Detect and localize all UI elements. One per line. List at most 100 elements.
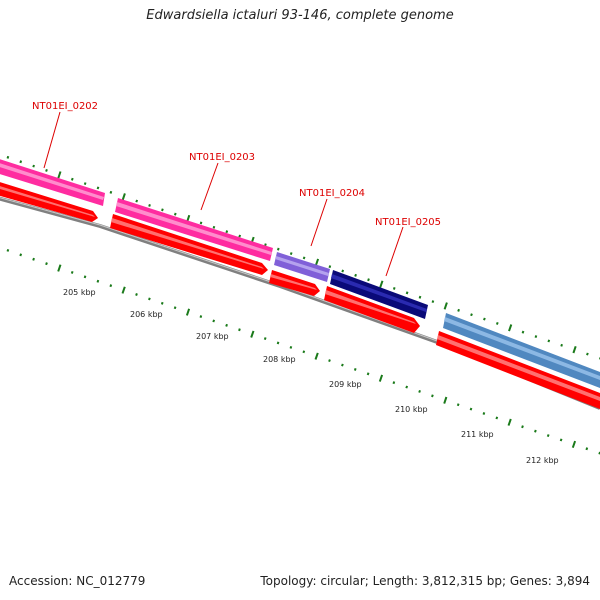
inner-minor-tick xyxy=(135,293,138,296)
cds-arrow-4[interactable] xyxy=(324,286,420,333)
outer-minor-tick xyxy=(547,339,551,343)
inner-minor-tick xyxy=(109,284,113,288)
inner-minor-tick xyxy=(173,306,177,310)
inner-minor-tick xyxy=(353,368,357,371)
gene-nt01ei-0202-shade xyxy=(0,163,104,200)
inner-major-tick xyxy=(507,418,512,426)
leader-line-0205 xyxy=(385,226,404,277)
gene-nt01ei-0204-shade xyxy=(275,256,329,276)
outer-minor-tick xyxy=(173,212,177,216)
outer-minor-tick xyxy=(32,164,35,168)
inner-major-tick xyxy=(57,264,62,272)
kbp-label-206: 206 kbp xyxy=(130,310,163,319)
gene-label-0202: NT01EI_0202 xyxy=(32,101,98,112)
inner-minor-tick xyxy=(6,248,10,252)
leader-line-0202 xyxy=(43,111,61,169)
outer-major-tick xyxy=(379,280,384,288)
inner-minor-tick xyxy=(456,403,460,407)
outer-minor-tick xyxy=(45,168,48,172)
inner-minor-tick xyxy=(238,328,241,332)
inner-minor-tick xyxy=(83,275,87,279)
inner-minor-tick xyxy=(534,429,537,433)
outer-minor-tick xyxy=(225,230,229,234)
inner-minor-tick xyxy=(585,447,589,451)
gene-next-shade xyxy=(444,317,600,380)
genome-backbone-highlight xyxy=(0,197,600,408)
outer-minor-tick xyxy=(96,186,100,190)
outer-minor-tick xyxy=(6,155,10,159)
cds-arrow-5-shade xyxy=(437,335,600,401)
outer-minor-tick xyxy=(534,335,538,339)
outer-minor-tick xyxy=(161,208,164,212)
inner-tick-track xyxy=(6,248,600,455)
inner-minor-tick xyxy=(212,319,216,323)
outer-minor-tick xyxy=(328,265,332,269)
inner-major-tick xyxy=(121,286,126,294)
page-title: Edwardsiella ictaluri 93-146, complete g… xyxy=(146,8,454,23)
kbp-label-208: 208 kbp xyxy=(263,355,296,364)
gene-label-0204: NT01EI_0204 xyxy=(299,188,365,199)
inner-minor-tick xyxy=(263,337,267,341)
kbp-label-210: 210 kbp xyxy=(395,405,428,414)
inner-minor-tick xyxy=(495,416,499,420)
inner-minor-tick xyxy=(302,350,306,354)
kbp-label-205: 205 kbp xyxy=(63,288,96,297)
outer-minor-tick xyxy=(70,177,74,181)
leader-line-0203 xyxy=(200,162,219,211)
cds-arrow-1-shade xyxy=(0,186,95,217)
inner-minor-tick xyxy=(70,270,74,274)
inner-minor-tick xyxy=(392,381,396,385)
inner-minor-tick xyxy=(469,407,473,411)
gene-nt01ei-0203-shade xyxy=(116,202,272,255)
genome-summary-text: Topology: circular; Length: 3,812,315 bp… xyxy=(260,574,590,588)
leader-line-0204 xyxy=(310,198,328,247)
inner-minor-tick xyxy=(276,341,280,345)
outer-minor-tick xyxy=(276,247,280,251)
inner-minor-tick xyxy=(148,297,151,301)
outer-minor-tick xyxy=(302,256,306,260)
outer-major-tick xyxy=(508,324,513,332)
inner-minor-tick xyxy=(328,359,331,363)
inner-minor-tick xyxy=(431,394,434,398)
cds-arrow-3-shade xyxy=(270,274,317,290)
outer-minor-tick xyxy=(418,295,422,299)
kbp-label-211: 211 kbp xyxy=(461,430,494,439)
inner-major-tick xyxy=(250,330,255,338)
outer-minor-tick xyxy=(470,313,473,317)
outer-minor-tick xyxy=(83,182,87,186)
inner-minor-tick xyxy=(559,438,563,442)
inner-major-tick xyxy=(185,308,191,316)
inner-major-tick xyxy=(571,440,577,449)
inner-minor-tick xyxy=(366,372,370,376)
gene-label-0203: NT01EI_0203 xyxy=(189,152,255,163)
inner-minor-tick xyxy=(546,434,550,438)
kbp-label-209: 209 kbp xyxy=(329,380,362,389)
kbp-label-207: 207 kbp xyxy=(196,332,229,341)
outer-major-tick xyxy=(572,345,577,354)
outer-minor-tick xyxy=(392,287,396,290)
inner-minor-tick xyxy=(418,389,421,393)
inner-major-tick xyxy=(443,396,448,404)
inner-minor-tick xyxy=(521,425,524,429)
outer-minor-tick xyxy=(238,234,242,238)
outer-minor-tick xyxy=(19,160,23,164)
outer-minor-tick xyxy=(289,252,293,256)
outer-minor-tick xyxy=(354,273,357,277)
outer-major-tick xyxy=(57,171,62,179)
outer-major-tick xyxy=(314,258,320,266)
cds-arrow-4-shade xyxy=(325,290,416,324)
inner-minor-tick xyxy=(96,279,100,283)
outer-minor-tick xyxy=(586,352,589,356)
genome-backbone xyxy=(0,196,600,410)
inner-major-tick xyxy=(314,352,319,360)
inner-minor-tick xyxy=(199,315,203,318)
inner-minor-tick xyxy=(225,323,228,327)
outer-minor-tick xyxy=(483,317,486,321)
outer-major-tick xyxy=(121,193,126,201)
outer-minor-tick xyxy=(457,308,460,312)
outer-minor-tick xyxy=(367,278,370,282)
inner-minor-tick xyxy=(160,301,164,305)
inner-minor-tick xyxy=(45,262,48,266)
outer-minor-tick xyxy=(199,221,203,225)
outer-minor-tick xyxy=(148,204,151,207)
